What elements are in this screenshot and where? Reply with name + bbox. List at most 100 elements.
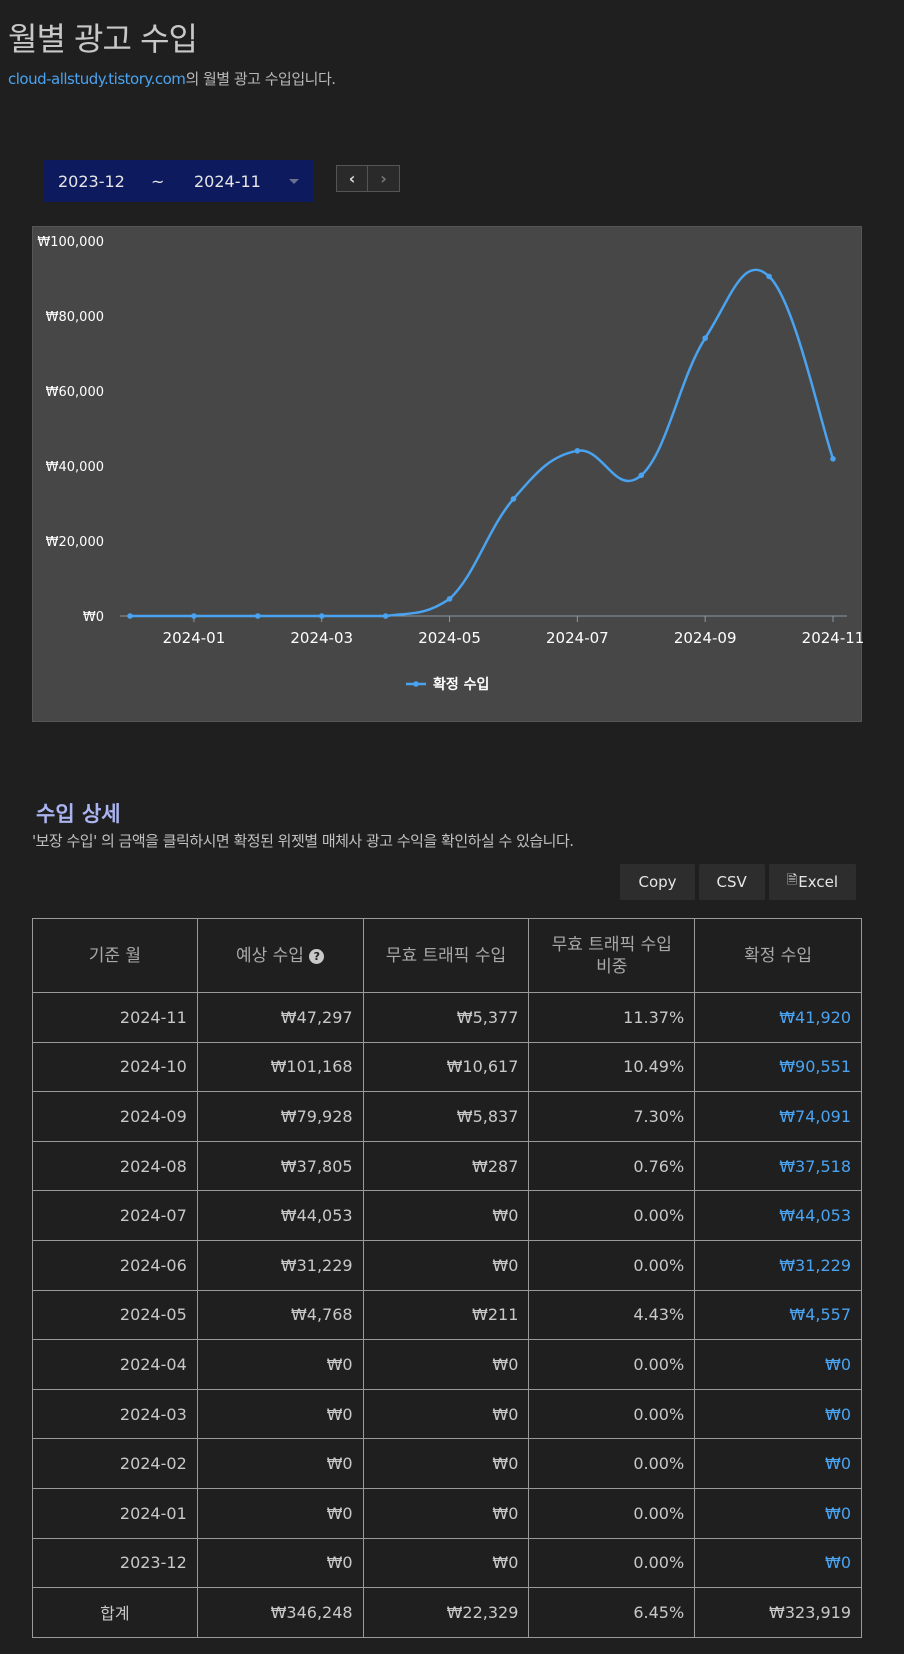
- excel-label: Excel: [798, 873, 838, 891]
- cell-confirmed[interactable]: ₩0: [694, 1537, 862, 1589]
- total-label: 합계: [32, 1587, 198, 1638]
- data-point: [318, 613, 325, 619]
- cell-invalid: ₩0: [362, 1339, 530, 1390]
- x-tick-label: 2024-07: [546, 629, 609, 647]
- cell-month: 2024-06: [32, 1239, 198, 1291]
- table-row: 2024-03 ₩0 ₩0 0.00% ₩0: [32, 1388, 862, 1440]
- table-row: 2024-06 ₩31,229 ₩0 0.00% ₩31,229: [32, 1239, 862, 1291]
- range-end-value[interactable]: 2024-11: [194, 171, 261, 191]
- data-point: [830, 456, 836, 462]
- cell-confirmed[interactable]: ₩0: [694, 1388, 862, 1440]
- month-range-picker[interactable]: 2023-12 ~ 2024-11: [43, 160, 313, 202]
- cell-invalid-ratio: 0.00%: [528, 1438, 696, 1489]
- cell-confirmed[interactable]: ₩0: [694, 1339, 862, 1390]
- cell-expected: ₩0: [196, 1537, 364, 1589]
- cell-confirmed[interactable]: ₩37,518: [694, 1140, 862, 1192]
- data-point: [702, 335, 708, 341]
- cell-invalid: ₩287: [362, 1140, 530, 1192]
- cell-invalid-ratio: 0.00%: [528, 1537, 696, 1589]
- table-header-row: 기준 월 예상 수입 ? 무효 트래픽 수입 무효 트래픽 수입 비중 확정 수…: [32, 918, 862, 993]
- data-point: [255, 613, 261, 619]
- site-link[interactable]: cloud-allstudy.tistory.com: [8, 70, 186, 88]
- cell-confirmed[interactable]: ₩74,091: [694, 1091, 862, 1142]
- col-month[interactable]: 기준 월: [32, 918, 198, 993]
- cell-confirmed[interactable]: ₩44,053: [694, 1190, 862, 1241]
- cell-expected: ₩44,053: [196, 1190, 364, 1241]
- revenue-chart: ₩0 ₩20,000 ₩40,000 ₩60,000 ₩80,000 ₩100,000 20…: [32, 226, 863, 722]
- cell-month: 2024-09: [32, 1091, 198, 1142]
- table-row: 2024-04 ₩0 ₩0 0.00% ₩0: [32, 1339, 862, 1390]
- cell-confirmed[interactable]: ₩0: [694, 1487, 862, 1539]
- legend-swatch-point: [413, 681, 419, 687]
- table-row: 2024-08 ₩37,805 ₩287 0.76% ₩37,518: [32, 1140, 862, 1192]
- cell-expected: ₩79,928: [196, 1091, 364, 1142]
- cell-expected: ₩0: [196, 1339, 364, 1390]
- y-tick-label: ₩40,000: [46, 460, 104, 475]
- cell-month: 2023-12: [32, 1537, 198, 1589]
- total-value: ₩346,248: [196, 1587, 364, 1638]
- table-row: 2024-01 ₩0 ₩0 0.00% ₩0: [32, 1487, 862, 1539]
- y-tick-label: ₩0: [83, 610, 104, 625]
- cell-confirmed[interactable]: ₩0: [694, 1438, 862, 1489]
- cell-invalid-ratio: 0.00%: [528, 1339, 696, 1390]
- cell-month: 2024-02: [32, 1438, 198, 1489]
- range-start-value[interactable]: 2023-12: [58, 171, 125, 191]
- copy-button[interactable]: Copy: [620, 864, 695, 900]
- cell-expected: ₩47,297: [196, 992, 364, 1043]
- cell-expected: ₩31,229: [196, 1239, 364, 1291]
- cell-expected: ₩0: [196, 1487, 364, 1539]
- file-excel-icon: 🗎: [786, 873, 798, 888]
- cell-confirmed[interactable]: ₩90,551: [694, 1041, 862, 1093]
- cell-confirmed[interactable]: ₩41,920: [694, 992, 862, 1043]
- cell-month: 2024-11: [32, 992, 198, 1043]
- x-tick-label: 2024-01: [163, 629, 226, 647]
- data-point: [766, 273, 772, 280]
- section-description: '보장 수입' 의 금액을 클릭하시면 확정된 위젯별 매체사 광고 수익을 확…: [32, 832, 574, 850]
- data-point: [574, 448, 581, 454]
- help-icon[interactable]: ?: [309, 948, 325, 964]
- cell-confirmed[interactable]: ₩31,229: [694, 1239, 862, 1291]
- cell-month: 2024-03: [32, 1388, 198, 1440]
- chevron-right-icon: ›: [380, 169, 387, 188]
- cell-expected: ₩0: [196, 1388, 364, 1440]
- cell-month: 2024-04: [32, 1339, 198, 1390]
- cell-confirmed[interactable]: ₩4,557: [694, 1289, 862, 1341]
- col-invalid[interactable]: 무효 트래픽 수입: [362, 918, 530, 993]
- col-expected[interactable]: 예상 수입 ?: [196, 918, 364, 993]
- page-title: 월별 광고 수입: [8, 20, 198, 58]
- cell-invalid: ₩0: [362, 1438, 530, 1489]
- x-tick-label: 2024-09: [674, 629, 737, 647]
- cell-month: 2024-05: [32, 1289, 198, 1341]
- data-point: [382, 613, 389, 619]
- series-line-confirmed: [130, 268, 835, 618]
- cell-invalid: ₩5,377: [362, 992, 530, 1043]
- y-tick-label: ₩100,000: [37, 235, 104, 250]
- col-expected-label: 예상 수입: [235, 945, 304, 966]
- revenue-line-chart: ₩0 ₩20,000 ₩40,000 ₩60,000 ₩80,000 ₩100,000 20…: [37, 235, 863, 693]
- cell-invalid-ratio: 4.43%: [528, 1289, 696, 1341]
- cell-invalid-ratio: 0.00%: [528, 1388, 696, 1440]
- prev-period-button[interactable]: ‹: [336, 165, 368, 192]
- table-row: 2023-12 ₩0 ₩0 0.00% ₩0: [32, 1537, 862, 1589]
- table-row: 2024-09 ₩79,928 ₩5,837 7.30% ₩74,091: [32, 1091, 862, 1142]
- cell-expected: ₩37,805: [196, 1140, 364, 1192]
- next-period-button[interactable]: ›: [368, 165, 400, 192]
- cell-expected: ₩0: [196, 1438, 364, 1489]
- cell-invalid: ₩0: [362, 1537, 530, 1589]
- subtitle-text: 의 월별 광고 수입입니다.: [185, 70, 336, 88]
- chevron-down-icon[interactable]: [289, 179, 299, 184]
- cell-expected: ₩101,168: [196, 1041, 364, 1093]
- col-invalid-ratio[interactable]: 무효 트래픽 수입 비중: [528, 918, 696, 993]
- y-tick-label: ₩20,000: [46, 535, 104, 550]
- table-row: 2024-02 ₩0 ₩0 0.00% ₩0: [32, 1438, 862, 1489]
- cell-month: 2024-01: [32, 1487, 198, 1539]
- revenue-table: 기준 월 예상 수입 ? 무효 트래픽 수입 무효 트래픽 수입 비중 확정 수…: [32, 918, 862, 1638]
- excel-button[interactable]: 🗎 Excel: [768, 864, 856, 900]
- col-confirmed[interactable]: 확정 수입: [694, 918, 862, 993]
- csv-button[interactable]: CSV: [698, 864, 765, 900]
- cell-invalid-ratio: 10.49%: [528, 1041, 696, 1093]
- export-buttons: Copy CSV 🗎 Excel: [620, 864, 856, 900]
- cell-expected: ₩4,768: [196, 1289, 364, 1341]
- cell-invalid-ratio: 11.37%: [528, 992, 696, 1043]
- cell-invalid-ratio: 0.76%: [528, 1140, 696, 1192]
